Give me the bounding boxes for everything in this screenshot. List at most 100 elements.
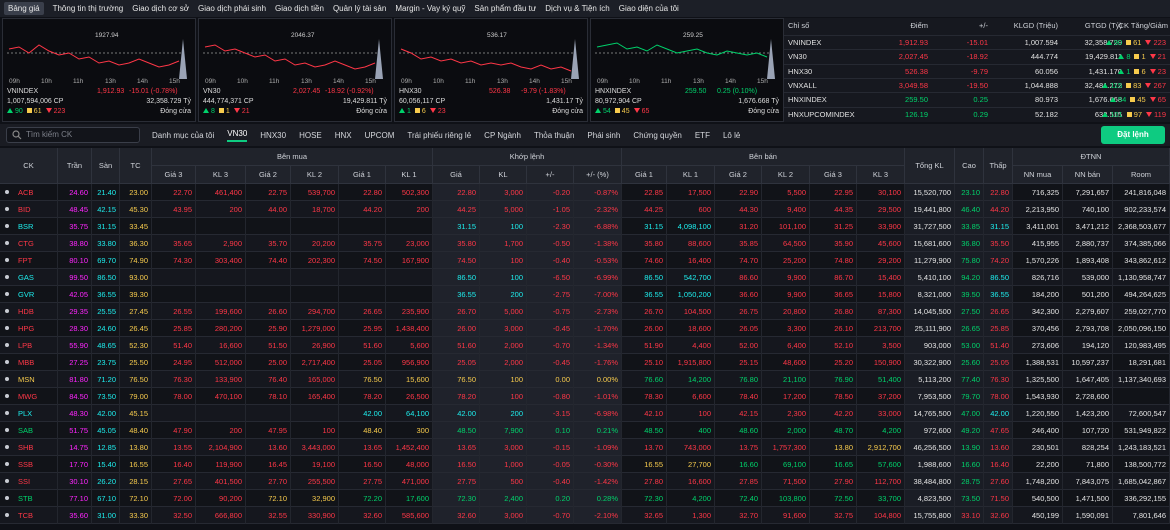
column-header: KL 3 [857,166,905,184]
ticker[interactable]: HPG [0,320,58,337]
price-cell: 5,000 [480,303,527,320]
price-cell: 273,606 [1013,337,1063,354]
price-cell: -1.01% [574,388,622,405]
pin-icon [5,241,9,245]
price-cell: 14,045,500 [905,303,955,320]
price-cell: 13.80 [810,439,857,456]
order-button[interactable]: Đặt lệnh [1101,126,1165,144]
price-cell: 36.55 [92,286,120,303]
ticker[interactable]: SSI [0,473,58,490]
ticker[interactable]: LPB [0,337,58,354]
price-cell: 45.05 [92,422,120,439]
ticker[interactable]: GVR [0,286,58,303]
price-cell: 35.70 [246,235,291,252]
chart-svg: 259.25 09h 10h 11h 13h 14h 15h [595,32,775,85]
up-count: 54 [1117,95,1127,105]
nav-item[interactable]: Margin - Vay ký quỹ [395,4,466,13]
total-bg [905,184,1013,200]
down-icon [1149,54,1156,60]
total-bg [905,354,1013,370]
down-count: 119 [1154,109,1166,119]
tab[interactable]: Lô lẻ [722,130,741,140]
match-bg [433,320,622,336]
tab[interactable]: HNX30 [260,130,287,140]
ticker[interactable]: SHB [0,439,58,456]
price-cell: 27.90 [810,473,857,490]
price-cell: 42.20 [810,405,857,422]
tab[interactable]: HOSE [299,130,322,140]
price-cell: 184,200 [1013,286,1063,303]
down-count: 65 [641,108,650,115]
nav-item[interactable]: Giao dịch phái sinh [197,4,267,13]
ref-count: 83 [1133,80,1142,90]
price-cell: 69.70 [92,252,120,269]
nav-item[interactable]: Giao diện của tôi [618,4,679,13]
nav-item[interactable]: Giao dịch cơ sở [132,4,189,13]
main-nav: Bảng giá Thông tin thị trường Giao dịch cơ… [0,0,1170,17]
tab[interactable]: Danh mục của tôi [152,130,215,140]
nav-item[interactable]: Giao dịch tiền [275,4,324,13]
price-cell: 3,471,212 [1063,218,1113,235]
ticker[interactable]: HDB [0,303,58,320]
column-header: CK [0,148,58,184]
ticker[interactable]: MWG [0,388,58,405]
tab[interactable]: UPCOM [364,130,395,140]
price-cell: 48.40 [339,422,386,439]
price-cell: 74.30 [152,252,196,269]
ticker[interactable]: TCB [0,507,58,524]
nav-item[interactable]: Sản phẩm đầu tư [474,4,537,13]
price-cell [291,269,339,286]
price-cell: -0.53% [574,252,622,269]
price-line [596,42,768,58]
tab[interactable]: Thỏa thuận [533,130,575,140]
tab[interactable]: Trái phiếu riêng lẻ [407,130,472,140]
ref-count: 6 [1141,66,1146,76]
price-cell: 342,300 [1013,303,1063,320]
up-icon [1109,97,1116,103]
nav-item[interactable]: Dịch vụ & Tiện ích [545,4,610,13]
tab[interactable]: CP Ngành [484,130,521,140]
price-cell: 67.10 [92,490,120,507]
ticker[interactable]: BSR [0,218,58,235]
ticker[interactable]: ACB [0,184,58,201]
breadth: 1 6 23 [399,108,446,115]
price-cell: 5,000 [480,201,527,218]
tab[interactable]: Chứng quyền [633,130,682,140]
tab[interactable]: ETF [694,130,710,140]
ticker[interactable]: FPT [0,252,58,269]
price-cell: 32.70 [715,507,762,524]
price-cell: 47.65 [984,422,1013,439]
price-cell: 35.65 [152,235,196,252]
price-cell: 167,900 [386,252,433,269]
column-header: Tổng KL [905,148,955,184]
ticker[interactable]: CTG [0,235,58,252]
ticker[interactable]: GAS [0,269,58,286]
ticker[interactable]: MBB [0,354,58,371]
nav-item[interactable]: Bảng giá [4,2,44,15]
ticker[interactable]: PLX [0,405,58,422]
price-cell: 5,113,200 [905,371,955,388]
price-cell: 1,423,200 [1063,405,1113,422]
tab[interactable]: VN30 [227,129,248,142]
ticker[interactable]: SAB [0,422,58,439]
price-cell: 53.00 [955,337,984,354]
nav-item[interactable]: Thông tin thị trường [52,4,124,13]
price-cell [1113,388,1170,405]
ticker[interactable]: SSB [0,456,58,473]
ticker[interactable]: MSN [0,371,58,388]
tab[interactable]: HNX [334,130,352,140]
ticker[interactable]: BID [0,201,58,218]
price-cell: 22.95 [810,184,857,201]
match-bg [433,405,622,421]
search-box[interactable]: Tìm kiếm CK [6,127,140,143]
tab[interactable]: Phái sinh [587,130,621,140]
ticker[interactable]: STB [0,490,58,507]
price-cell: 25.50 [120,354,152,371]
market-status: Đóng cửa [160,108,191,115]
price-cell: 27.45 [120,303,152,320]
index-cell: -9.79 [970,66,988,76]
ref-count: 1 [225,108,230,115]
index-cell: 0.25 [973,95,988,105]
nav-item[interactable]: Quản lý tài sản [332,4,387,13]
index-cell: 259.50 [905,95,928,105]
